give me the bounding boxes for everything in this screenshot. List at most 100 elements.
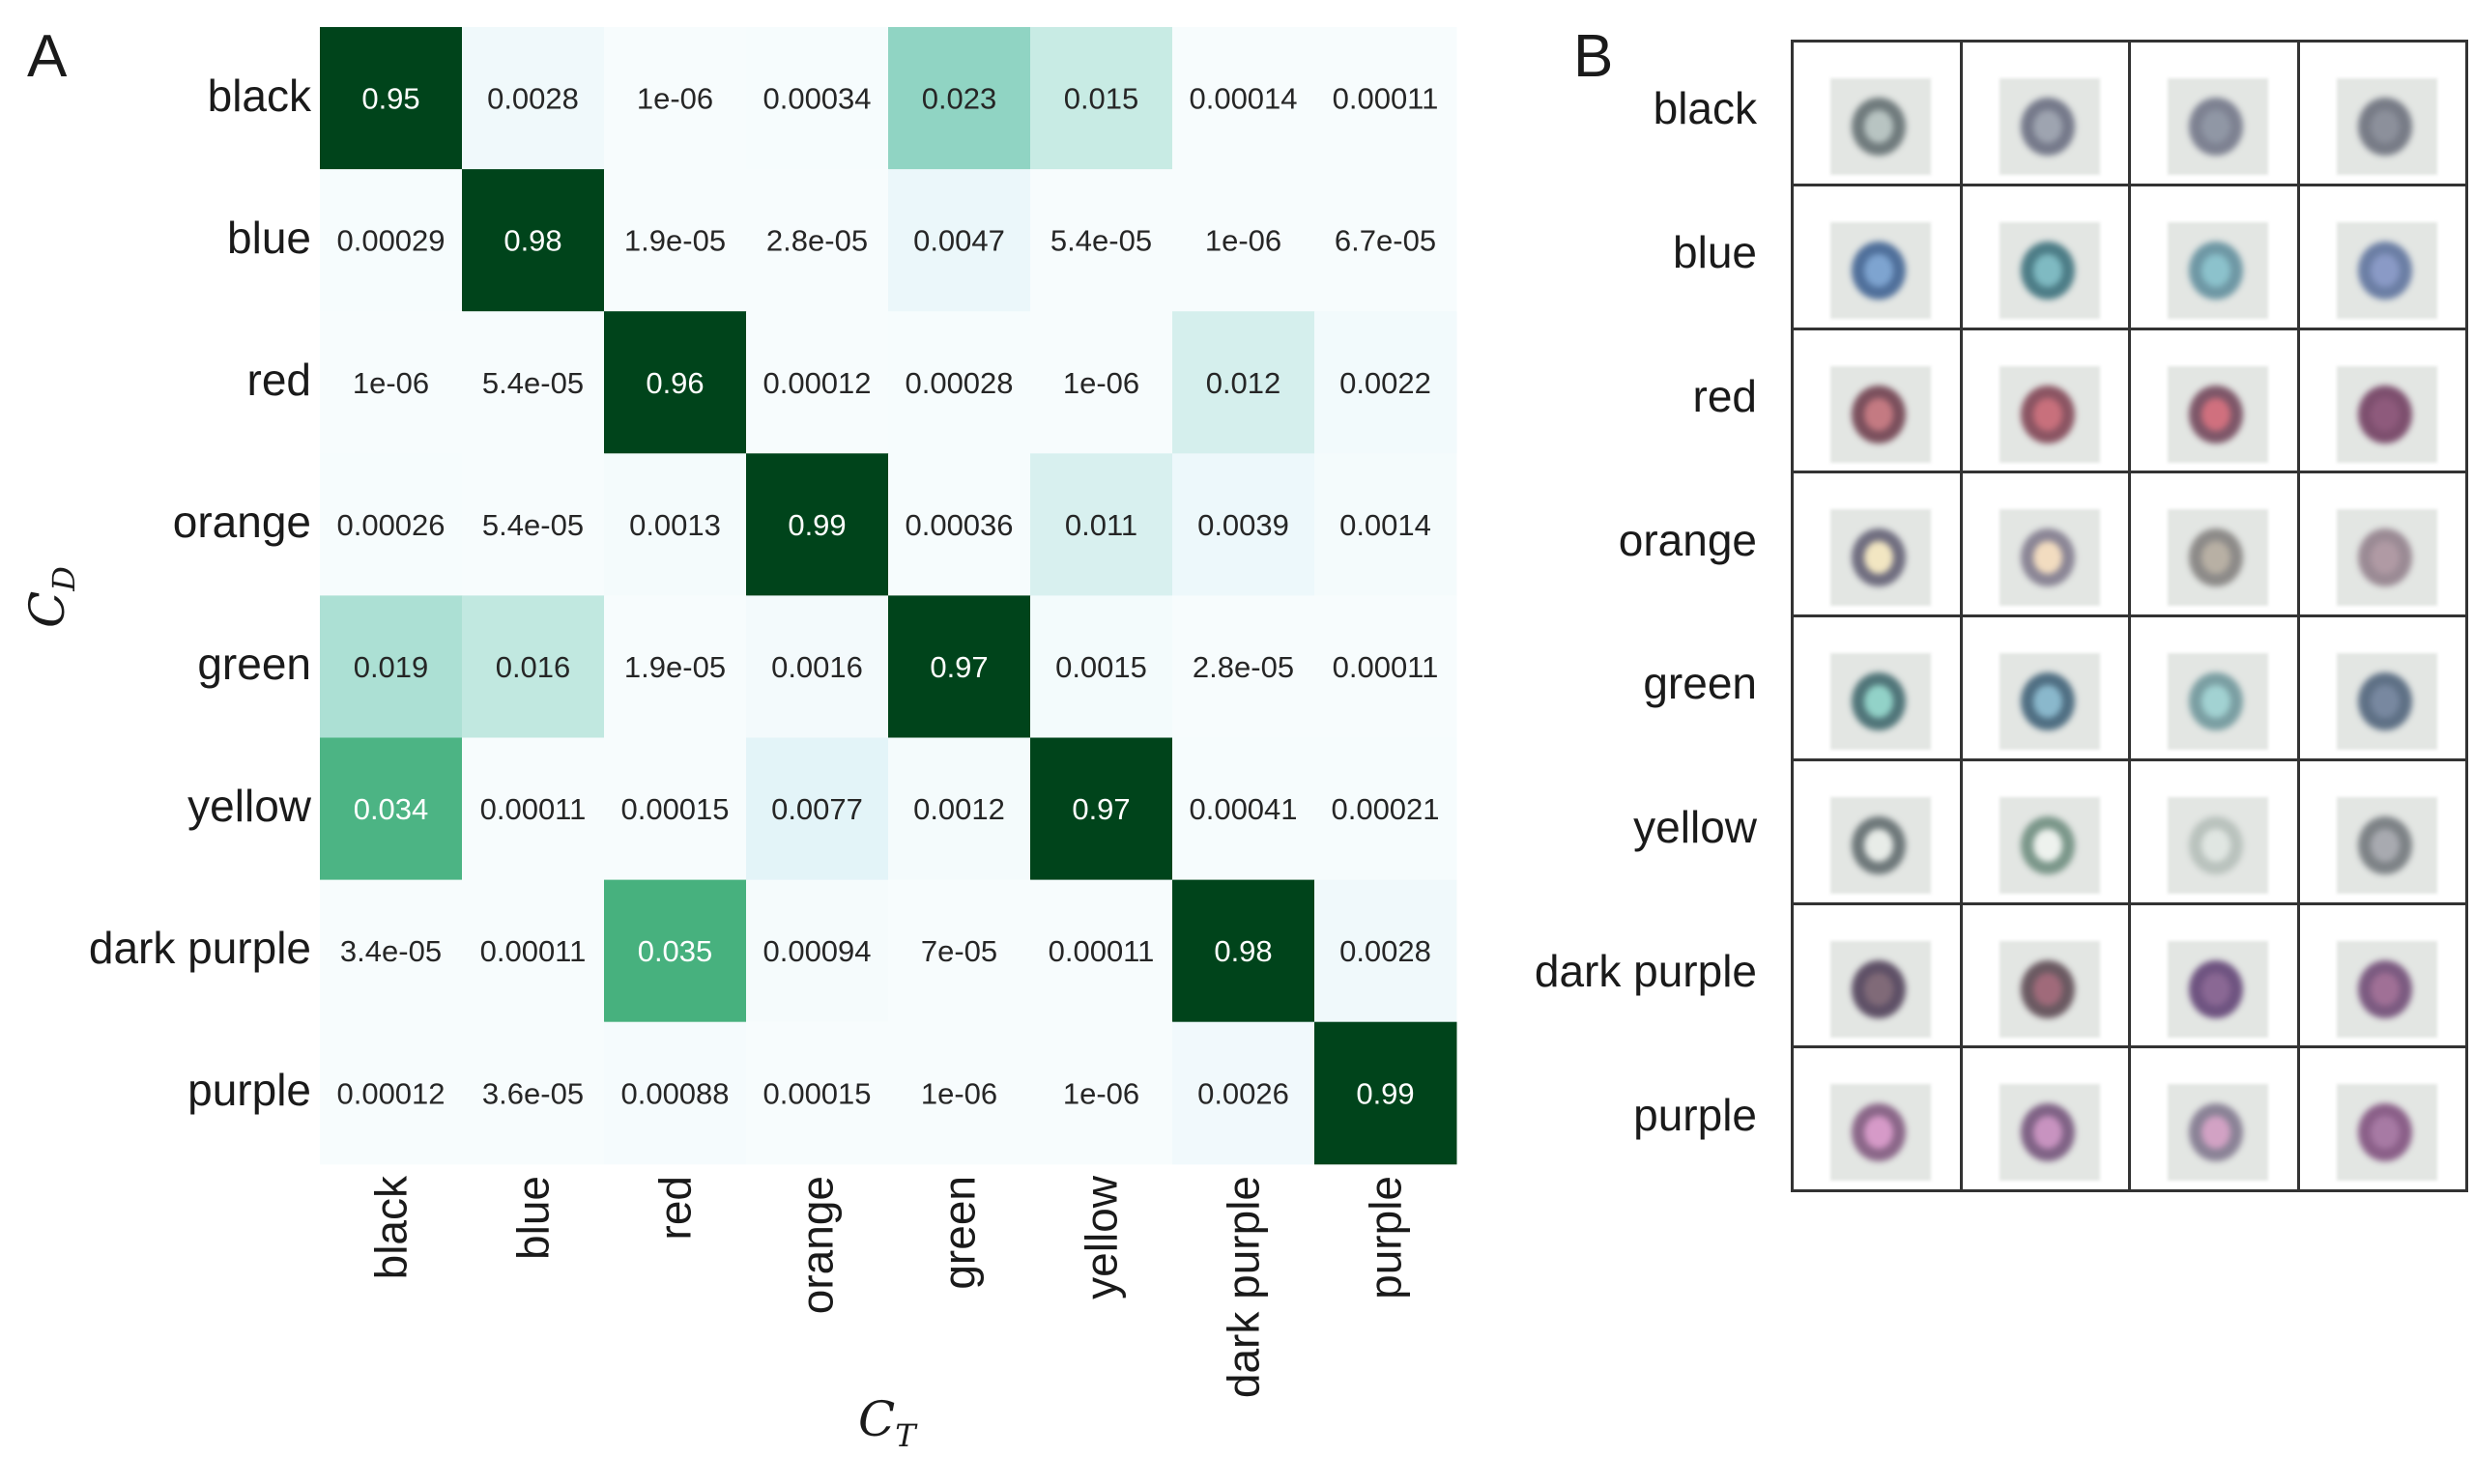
heatmap-cell-label: 1e-06 bbox=[921, 1076, 997, 1110]
marker-ring-icon bbox=[1852, 385, 1906, 443]
heatmap-cell bbox=[1172, 27, 1315, 170]
sample-image-cell bbox=[1794, 1048, 1963, 1192]
heatmap-cell-label: 0.012 bbox=[1206, 366, 1281, 400]
heatmap-cell bbox=[1314, 453, 1457, 596]
heatmap-cell-label: 1e-06 bbox=[1063, 366, 1139, 400]
heatmap-cell-label: 0.0022 bbox=[1339, 366, 1431, 400]
heatmap-cell-label: 0.0047 bbox=[913, 224, 1005, 258]
heatmap-cell-label: 0.0015 bbox=[1055, 650, 1147, 684]
heatmap-cell bbox=[746, 1021, 889, 1165]
sample-image-thumbnail bbox=[1830, 221, 1931, 319]
y-axis-title: CD bbox=[19, 566, 82, 628]
x-tick-label: red bbox=[650, 1176, 701, 1240]
heatmap-cell-label: 0.0028 bbox=[487, 82, 579, 116]
y-tick-label: blue bbox=[227, 212, 311, 263]
sample-image-thumbnail bbox=[1999, 78, 2100, 175]
x-axis-title-sub: T bbox=[895, 1417, 916, 1454]
y-tick-label: orange bbox=[172, 496, 311, 547]
marker-ring-icon bbox=[2189, 959, 2243, 1018]
panel-b-row-label: black bbox=[1653, 83, 1757, 134]
heatmap-cell-label: 0.0012 bbox=[913, 792, 1005, 826]
marker-ring-icon bbox=[2020, 672, 2075, 730]
sample-image-thumbnail bbox=[2336, 940, 2437, 1038]
heatmap-cell-label: 0.00011 bbox=[1049, 934, 1155, 968]
panel-b-letter: B bbox=[1573, 23, 1614, 90]
marker-ring-icon bbox=[2357, 98, 2412, 156]
marker-ring-icon bbox=[2189, 1103, 2243, 1162]
sample-image-cell bbox=[2299, 186, 2468, 330]
sample-image-thumbnail bbox=[2336, 78, 2437, 175]
heatmap-cell bbox=[462, 1021, 605, 1165]
y-tick-label: black bbox=[207, 70, 311, 121]
heatmap-cell-label: 5.4e-05 bbox=[482, 366, 584, 400]
y-tick-label: red bbox=[246, 354, 311, 405]
heatmap-cell bbox=[1172, 169, 1315, 312]
heatmap-cell-label: 0.00012 bbox=[762, 366, 871, 400]
heatmap-cell-label: 0.98 bbox=[1214, 934, 1272, 968]
x-axis-title-main: C bbox=[858, 1391, 896, 1447]
sample-image-thumbnail bbox=[2168, 509, 2268, 607]
heatmap-cell bbox=[1314, 879, 1457, 1023]
sample-image-cell bbox=[2131, 904, 2300, 1049]
sample-image-cell bbox=[1962, 760, 2131, 905]
sample-image-cell bbox=[2131, 329, 2300, 474]
heatmap-cell bbox=[1172, 1021, 1315, 1165]
marker-ring-icon bbox=[2357, 815, 2412, 874]
heatmap-cell bbox=[888, 453, 1031, 596]
heatmap-cell bbox=[746, 169, 889, 312]
marker-ring-icon bbox=[1852, 672, 1906, 730]
heatmap-cell bbox=[1314, 737, 1457, 881]
marker-ring-icon bbox=[2020, 1103, 2075, 1162]
heatmap-cell bbox=[1030, 453, 1173, 596]
heatmap-cell-label: 6.7e-05 bbox=[1335, 224, 1436, 258]
heatmap-cell-label: 0.016 bbox=[496, 650, 571, 684]
heatmap-cell bbox=[320, 311, 463, 454]
sample-image-cell bbox=[1962, 1048, 2131, 1192]
heatmap-cell bbox=[1314, 311, 1457, 454]
sample-image-cell bbox=[2131, 186, 2300, 330]
heatmap-cell-label: 0.97 bbox=[930, 650, 988, 684]
sample-image-thumbnail bbox=[1999, 1084, 2100, 1182]
heatmap-cell bbox=[1172, 453, 1315, 596]
x-tick-label: black bbox=[366, 1175, 417, 1279]
heatmap-cell-label: 0.00011 bbox=[480, 792, 587, 826]
heatmap-cell bbox=[1314, 595, 1457, 738]
heatmap-cell-label: 0.0028 bbox=[1339, 934, 1431, 968]
marker-ring-icon bbox=[1852, 241, 1906, 300]
heatmap-cell-label: 0.0026 bbox=[1197, 1076, 1289, 1110]
sample-image-thumbnail bbox=[2168, 1084, 2268, 1182]
sample-image-thumbnail bbox=[1999, 796, 2100, 894]
heatmap-cell-label: 0.00041 bbox=[1189, 792, 1297, 826]
sample-image-thumbnail bbox=[1830, 78, 1931, 175]
sample-image-cell bbox=[1962, 904, 2131, 1049]
heatmap-cell bbox=[462, 169, 605, 312]
marker-ring-icon bbox=[2357, 1103, 2412, 1162]
heatmap-cell bbox=[1314, 27, 1457, 170]
heatmap-cell bbox=[604, 311, 747, 454]
x-tick-label: blue bbox=[508, 1176, 559, 1260]
y-tick-label: yellow bbox=[187, 781, 311, 832]
heatmap-cell-label: 0.99 bbox=[788, 508, 846, 542]
x-axis-title: CT bbox=[858, 1391, 916, 1454]
heatmap-cell-label: 0.00028 bbox=[905, 366, 1013, 400]
heatmap-cell bbox=[746, 311, 889, 454]
heatmap-cell-label: 0.97 bbox=[1072, 792, 1130, 826]
marker-ring-icon bbox=[1852, 98, 1906, 156]
sample-image-thumbnail bbox=[1830, 1084, 1931, 1182]
sample-image-cell bbox=[1794, 329, 1963, 474]
heatmap-cell-label: 5.4e-05 bbox=[1050, 224, 1152, 258]
y-tick-label: purple bbox=[187, 1065, 311, 1116]
heatmap-cell-label: 0.011 bbox=[1065, 508, 1137, 542]
heatmap-cell bbox=[604, 879, 747, 1023]
heatmap-cell bbox=[1172, 879, 1315, 1023]
x-tick-label: orange bbox=[792, 1176, 843, 1314]
heatmap-cell-label: 3.6e-05 bbox=[482, 1076, 584, 1110]
heatmap-cell-label: 5.4e-05 bbox=[482, 508, 584, 542]
sample-image-cell bbox=[1962, 43, 2131, 186]
heatmap-cell bbox=[1172, 737, 1315, 881]
sample-image-thumbnail bbox=[1830, 796, 1931, 894]
marker-ring-icon bbox=[2357, 528, 2412, 587]
heatmap-cell bbox=[1030, 595, 1173, 738]
sample-image-cell bbox=[2299, 329, 2468, 474]
panel-b-row-label: purple bbox=[1633, 1089, 1757, 1140]
